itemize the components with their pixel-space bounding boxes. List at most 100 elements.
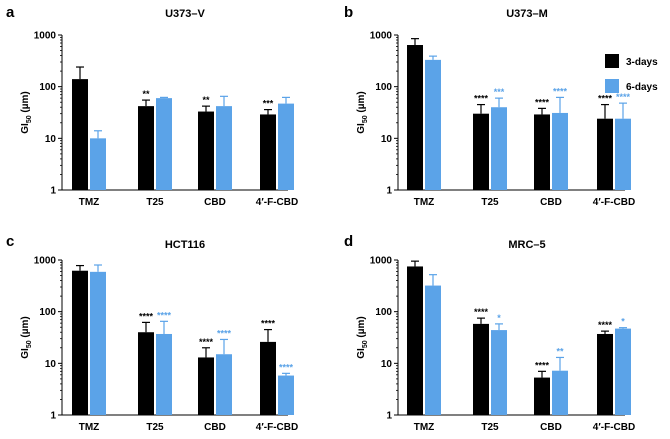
- legend-swatch: [605, 79, 619, 93]
- y-tick-label: 1000: [370, 31, 393, 42]
- y-tick-label: 1: [386, 186, 392, 197]
- bar-6-days-CBD: [216, 354, 232, 415]
- bar-6-days-CBD: [552, 112, 568, 190]
- y-tick-label: 10: [381, 359, 393, 370]
- significance-label: *: [497, 313, 501, 323]
- y-label-unit: (µm): [356, 316, 367, 340]
- bar-3-days-4′-F-CBD: [597, 118, 613, 190]
- significance-label: ****: [157, 310, 172, 320]
- significance-label: ***: [263, 99, 274, 109]
- significance-label: ****: [616, 92, 631, 102]
- x-category-label: TMZ: [79, 422, 100, 433]
- y-label-main: GI: [20, 123, 31, 134]
- bar-6-days-CBD: [216, 106, 232, 190]
- x-category-label: 4′-F-CBD: [256, 197, 298, 208]
- y-tick-label: 1: [50, 411, 56, 422]
- bar-3-days-CBD: [534, 114, 550, 190]
- y-tick-label: 1000: [34, 256, 57, 267]
- y-label-unit: (µm): [20, 316, 31, 340]
- y-label-main: GI: [20, 348, 31, 359]
- y-tick-label: 100: [39, 307, 56, 318]
- y-axis-label: GI50 (µm): [356, 91, 369, 133]
- y-label-unit: (µm): [356, 91, 367, 115]
- panel-title: U373–M: [506, 8, 548, 20]
- panel-letter: b: [344, 4, 353, 21]
- significance-label: ****: [598, 320, 613, 330]
- bar-6-days-T25: [156, 333, 172, 415]
- bar-3-days-TMZ: [72, 270, 88, 415]
- y-label-unit: (µm): [20, 91, 31, 115]
- significance-label: ***: [494, 87, 505, 97]
- y-label-main: GI: [356, 123, 367, 134]
- bar-6-days-4′-F-CBD: [278, 375, 294, 415]
- x-category-label: T25: [481, 422, 499, 433]
- significance-label: ****: [261, 319, 276, 329]
- x-category-label: 4′-F-CBD: [593, 422, 635, 433]
- y-tick-label: 10: [45, 134, 57, 145]
- significance-label: ****: [553, 86, 568, 96]
- y-label-sub: 50: [26, 340, 33, 348]
- y-label-main: GI: [356, 348, 367, 359]
- bar-6-days-4′-F-CBD: [615, 328, 631, 415]
- bar-3-days-TMZ: [407, 266, 423, 415]
- legend: 3-days 6-days: [605, 54, 658, 93]
- significance-label: ****: [474, 307, 489, 317]
- bar-6-days-TMZ: [425, 59, 441, 190]
- bar-6-days-TMZ: [90, 271, 106, 415]
- x-category-label: CBD: [204, 197, 226, 208]
- panel-title: U373–V: [165, 8, 205, 20]
- significance-label: ****: [598, 94, 613, 104]
- bar-6-days-TMZ: [90, 138, 106, 190]
- bar-6-days-T25: [156, 98, 172, 190]
- bar-3-days-CBD: [198, 111, 214, 190]
- y-tick-label: 10: [45, 359, 57, 370]
- panel-title: MRC–5: [508, 239, 545, 251]
- x-category-label: 4′-F-CBD: [256, 422, 298, 433]
- significance-label: ****: [199, 337, 214, 347]
- panel-title: HCT116: [165, 239, 205, 251]
- bar-3-days-4′-F-CBD: [260, 114, 276, 190]
- y-tick-label: 1000: [34, 31, 57, 42]
- significance-label: ****: [535, 360, 550, 370]
- significance-label: **: [142, 89, 150, 99]
- significance-label: ****: [139, 311, 154, 321]
- significance-label: ****: [535, 97, 550, 107]
- significance-label: **: [202, 95, 210, 105]
- panel-letter: a: [6, 4, 15, 21]
- significance-label: ****: [217, 328, 232, 338]
- bar-3-days-T25: [138, 332, 154, 415]
- bar-3-days-CBD: [198, 357, 214, 415]
- legend-label: 6-days: [626, 82, 658, 93]
- bar-3-days-CBD: [534, 377, 550, 415]
- bar-3-days-4′-F-CBD: [597, 333, 613, 415]
- y-tick-label: 100: [39, 82, 56, 93]
- bar-3-days-T25: [138, 106, 154, 190]
- y-tick-label: 100: [375, 82, 392, 93]
- bar-3-days-T25: [473, 113, 489, 190]
- y-tick-label: 10: [381, 134, 393, 145]
- bar-3-days-4′-F-CBD: [260, 341, 276, 415]
- significance-label: ****: [474, 94, 489, 104]
- y-axis-label: GI50 (µm): [20, 91, 33, 133]
- legend-label: 3-days: [626, 57, 658, 68]
- y-tick-label: 100: [375, 307, 392, 318]
- bar-6-days-CBD: [552, 370, 568, 415]
- y-label-sub: 50: [26, 115, 33, 123]
- panel-letter: d: [344, 233, 353, 250]
- x-category-label: 4′-F-CBD: [593, 197, 635, 208]
- bar-6-days-4′-F-CBD: [615, 118, 631, 190]
- y-axis-label: GI50 (µm): [356, 316, 369, 358]
- y-tick-label: 1000: [370, 256, 393, 267]
- y-label-sub: 50: [362, 340, 369, 348]
- panel-letter: c: [6, 233, 14, 250]
- bar-3-days-TMZ: [72, 79, 88, 190]
- bar-6-days-T25: [491, 107, 507, 190]
- x-category-label: CBD: [540, 197, 562, 208]
- x-category-label: CBD: [540, 422, 562, 433]
- bar-6-days-TMZ: [425, 285, 441, 415]
- bar-6-days-4′-F-CBD: [278, 103, 294, 190]
